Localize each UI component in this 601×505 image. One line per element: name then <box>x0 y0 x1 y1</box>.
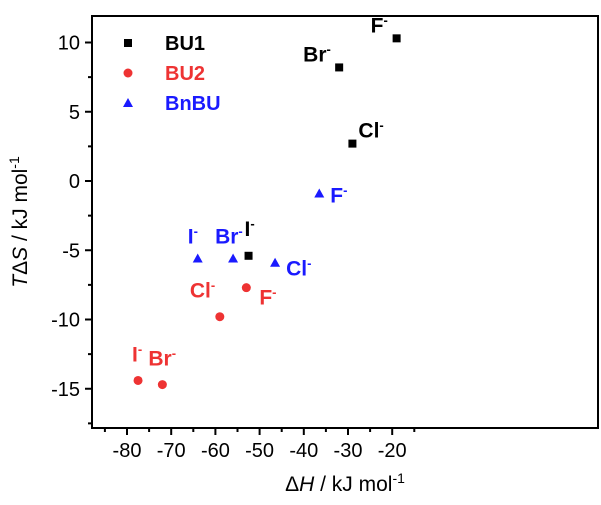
y-axis-label: TΔS / kJ mol-1 <box>6 156 32 288</box>
data-point-bnbu-cl <box>270 257 281 267</box>
data-label-bu2-cl: Cl- <box>190 278 215 303</box>
x-tick-label: -50 <box>245 440 274 462</box>
x-tick-label: -60 <box>201 440 230 462</box>
x-tick-label: -20 <box>378 440 407 462</box>
legend-label-bu1: BU1 <box>165 33 205 55</box>
data-label-bu1-cl: Cl- <box>358 118 383 143</box>
plot-frame <box>91 15 599 429</box>
data-point-bnbu-i <box>192 253 203 263</box>
y-ticks: -15 -10 -5 0 5 10 <box>51 33 92 425</box>
legend-marker-bu1 <box>124 39 132 47</box>
data-label-bu2-br: Br- <box>148 346 176 371</box>
y-tick-label: -10 <box>51 310 80 332</box>
data-point-bu1-cl <box>348 139 357 148</box>
data-point-bnbu-br <box>228 253 239 263</box>
data-label-bu1-br: Br- <box>303 41 331 66</box>
y-tick-label: -5 <box>62 240 80 262</box>
data-label-bnbu-i: I- <box>188 224 198 249</box>
series-bu2: I- Br- Cl- F- <box>132 278 277 390</box>
y-tick-label: 10 <box>58 33 80 55</box>
data-point-bu1-br <box>335 63 344 72</box>
legend: BU1 BU2 BnBU <box>123 33 221 115</box>
y-tick-label: -15 <box>51 379 80 401</box>
data-point-bnbu-f <box>314 188 325 198</box>
y-tick-label: 5 <box>69 102 80 124</box>
data-point-bu2-cl <box>215 312 225 322</box>
data-label-bu1-i: I- <box>245 216 255 241</box>
legend-marker-bnbu <box>123 98 133 107</box>
x-tick-label: -30 <box>334 440 363 462</box>
legend-label-bnbu: BnBU <box>165 93 221 115</box>
series-bnbu: I- Br-Cl-F- <box>188 182 348 280</box>
data-point-bu1-f <box>392 34 401 43</box>
x-tick-label: -40 <box>289 440 318 462</box>
data-point-bu2-br <box>157 380 167 390</box>
data-point-bu2-f <box>241 283 251 293</box>
data-label-bnbu-br: Br- <box>215 224 243 249</box>
series-bu1: F- Br- Cl- I- <box>244 12 401 260</box>
legend-marker-bu2 <box>123 68 133 78</box>
x-tick-label: -80 <box>113 440 142 462</box>
x-axis-label: ΔH / kJ mol-1 <box>285 470 405 496</box>
x-ticks: -80 -70 -60 -50 -40 -30 -20 <box>103 428 416 462</box>
data-label-bnbu-f: F- <box>330 182 347 207</box>
data-label-bu2-i: I- <box>132 341 142 366</box>
data-point-bu1-i <box>244 251 253 260</box>
data-label-bu1-f: F- <box>371 12 388 37</box>
legend-label-bu2: BU2 <box>165 63 205 85</box>
y-tick-label: 0 <box>69 171 80 193</box>
data-label-bnbu-cl: Cl- <box>286 256 311 281</box>
data-points: F-Br-Cl-I-I- Br-Cl-F-I- Br-Cl-F- <box>132 12 401 390</box>
data-point-bu2-i <box>133 375 143 385</box>
data-label-bu2-f: F- <box>259 285 276 310</box>
x-tick-label: -70 <box>157 440 186 462</box>
